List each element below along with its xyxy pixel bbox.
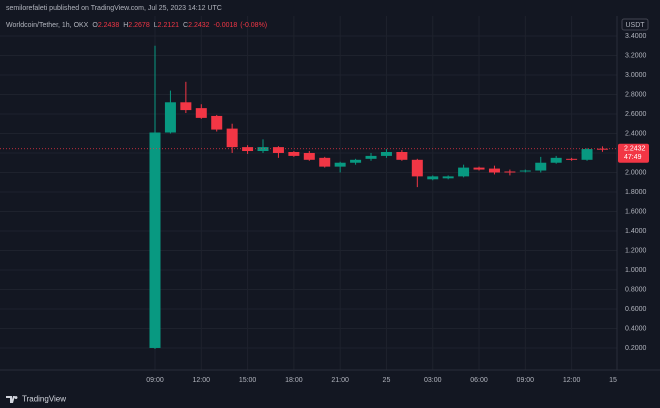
- candle-body: [319, 157, 331, 167]
- y-tick-label: 3.4000: [625, 33, 647, 40]
- candle-body: [303, 152, 315, 160]
- header-text: semilorefaleti published on TradingView.…: [6, 5, 222, 12]
- candle-body: [334, 162, 346, 167]
- y-tick-label: 1.6000: [625, 208, 647, 215]
- candle-body: [442, 176, 454, 179]
- x-tick-label: 15:00: [239, 377, 257, 384]
- candle-body: [180, 102, 192, 111]
- legend-change-pct: (-0.08%): [240, 22, 267, 29]
- candle-body: [272, 147, 284, 153]
- legend: Worldcoin/Tether, 1h, OKX O2.2438 H2.2678 L…: [6, 22, 267, 29]
- legend-symbol: Worldcoin/Tether, 1h, OKX: [6, 22, 89, 29]
- y-axis: 0.2000 0.4000 0.6000 0.8000 1.0000 1.2000 1.40…: [618, 33, 649, 352]
- legend-value: 2.2438: [98, 22, 120, 29]
- y-tick-label: 2.0000: [625, 169, 647, 176]
- candle-body: [550, 157, 562, 163]
- price-axis: [617, 16, 660, 390]
- candle-body: [504, 171, 516, 173]
- y-tick-label: 0.2000: [625, 345, 647, 352]
- legend-value: 2.2678: [128, 22, 150, 29]
- candle-body: [195, 108, 207, 118]
- x-tick-label: 12:00: [193, 377, 211, 384]
- y-tick-label: 3.2000: [625, 52, 647, 59]
- candle-body: [365, 155, 377, 159]
- candle-body: [473, 167, 485, 170]
- y-tick-label: 0.6000: [625, 306, 647, 313]
- x-tick-label: 18:00: [285, 377, 303, 384]
- candle-body: [350, 159, 362, 163]
- countdown: 47:49: [624, 154, 642, 161]
- candle-body: [458, 167, 470, 177]
- x-tick-label: 12:00: [563, 377, 581, 384]
- last-price-label: 2.2432: [624, 146, 646, 153]
- footer-brand: TradingView: [22, 395, 66, 404]
- candle-body: [164, 102, 176, 133]
- x-tick-label: 25: [383, 377, 391, 384]
- candles: [0, 45, 617, 349]
- y-tick-label: 0.4000: [625, 325, 647, 332]
- y-tick-label: 1.2000: [625, 247, 647, 254]
- y-tick-label: 2.6000: [625, 111, 647, 118]
- candle-body: [535, 162, 547, 171]
- candle-body: [257, 147, 269, 152]
- legend-value: 2.2432: [188, 22, 210, 29]
- candle-body: [226, 128, 238, 148]
- x-tick-label: 03:00: [424, 377, 442, 384]
- currency-box: [621, 18, 649, 31]
- x-tick-label: 21:00: [331, 377, 349, 384]
- y-tick-label: 2.8000: [625, 91, 647, 98]
- y-tick-label: 1.8000: [625, 189, 647, 196]
- candle-body: [596, 148, 608, 150]
- candle-body: [288, 152, 300, 156]
- footer-bar: [0, 390, 660, 408]
- x-tick-label: 06:00: [470, 377, 488, 384]
- legend-label: H: [123, 22, 128, 29]
- candle-body: [519, 170, 531, 172]
- footer-logo: [6, 396, 18, 403]
- y-tick-label: 1.4000: [625, 228, 647, 235]
- legend-change: -0.0018: [214, 22, 238, 29]
- footer: TradingView: [0, 390, 660, 408]
- y-tick-label: 0.8000: [625, 286, 647, 293]
- y-tick-label: 3.0000: [625, 72, 647, 79]
- x-tick-label: 09:00: [517, 377, 535, 384]
- legend-label: O: [92, 22, 98, 29]
- candle-body: [411, 159, 423, 177]
- candle-body: [211, 115, 223, 130]
- x-tick-label: 09:00: [146, 377, 164, 384]
- candle-body: [566, 158, 578, 160]
- last-price-box: [618, 143, 649, 163]
- candle-body: [581, 149, 593, 160]
- y-tick-label: 2.4000: [625, 130, 647, 137]
- y-tick-label: 1.0000: [625, 267, 647, 274]
- candle-body: [149, 132, 161, 348]
- candle-body: [380, 152, 392, 156]
- legend-value: 2.2121: [158, 22, 180, 29]
- candle-body: [427, 176, 439, 180]
- candle-body: [242, 147, 254, 152]
- legend-label: L: [154, 22, 158, 29]
- candle-body: [396, 152, 408, 160]
- legend-label: C: [183, 22, 188, 29]
- candle-body: [488, 168, 500, 173]
- currency: USDT: [625, 22, 645, 29]
